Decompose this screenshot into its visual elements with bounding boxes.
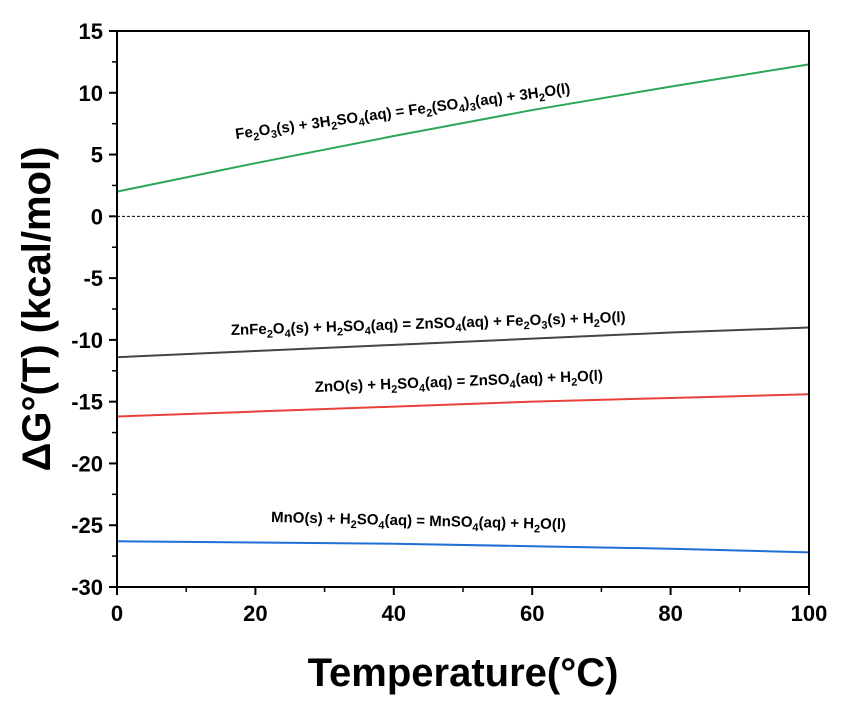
x-tick-label: 40 [382,601,406,626]
y-tick-label: 5 [91,143,103,168]
y-axis-title: ΔG°(T) (kcal/mol) [15,147,59,472]
reaction-label-2: ZnFe2O4(s) + H2SO4(aq) = ZnSO4(aq) + Fe2… [231,309,626,342]
x-tick-label: 100 [791,601,828,626]
y-tick-label: -5 [83,266,103,291]
reaction-label-4: MnO(s) + H2SO4(aq) = MnSO4(aq) + H2O(l) [271,509,566,536]
y-tick-label: 15 [79,19,103,44]
y-tick-label: 0 [91,204,103,229]
y-tick-label: -15 [71,390,103,415]
x-tick-label: 0 [111,601,123,626]
x-tick-label: 20 [243,601,267,626]
series-line-4 [116,540,810,554]
y-tick-label: 10 [79,81,103,106]
x-tick-label: 60 [520,601,544,626]
y-tick-label: -10 [71,328,103,353]
tick-layer: 0 20 40 60 80 100 -30 -25 -20 -15 -10 -5 0 5 10 15 [71,19,827,626]
x-axis-title: Temperature(°C) [308,651,619,695]
annotation-layer: Fe2O3(s) + 3H2SO4(aq) = Fe2(SO4)3(aq) + … [231,80,626,536]
y-tick-label: -25 [71,513,103,538]
series-line-1 [116,63,810,193]
series-line-2 [116,326,810,359]
series-line-3 [116,393,810,418]
y-tick-label: -20 [71,451,103,476]
series-layer [116,63,810,554]
reaction-label-3: ZnO(s) + H2SO4(aq) = ZnSO4(aq) + H2O(l) [314,367,603,399]
x-tick-label: 80 [658,601,682,626]
y-tick-label: -30 [71,575,103,600]
